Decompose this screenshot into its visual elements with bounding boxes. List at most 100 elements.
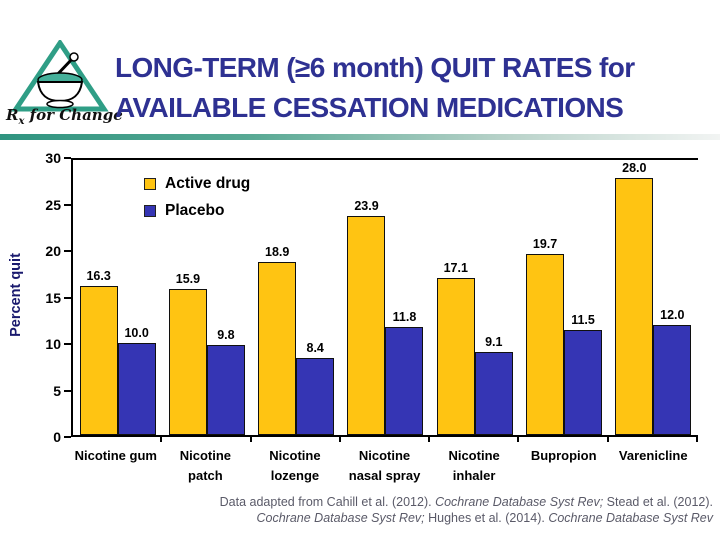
active-drug-bar [347, 215, 386, 435]
citation-segment: Cochrane Database Syst Rev; [435, 495, 604, 509]
bar-value-label: 23.9 [354, 198, 379, 213]
bar-column: 23.9 [347, 160, 386, 435]
placebo-bar [117, 343, 156, 435]
plot-area: 16.3 10.0 15.9 9.8 18.9 8.4 23.9 11.8 17.1 9.1 19.… [71, 158, 698, 442]
y-tick-mark [64, 343, 71, 345]
bar-groups: 16.3 10.0 15.9 9.8 18.9 8.4 23.9 11.8 17.1 9.1 19.… [73, 160, 698, 435]
y-tick-label: 0 [53, 429, 61, 445]
legend-item: Placebo [144, 202, 250, 220]
bar-value-label: 18.9 [265, 244, 290, 259]
bar-column: 9.1 [474, 160, 513, 435]
bar-column: 11.5 [564, 160, 603, 435]
citation-segment: Cochrane Database Syst Rev [548, 511, 713, 526]
active-drug-bar [436, 278, 475, 435]
bar-value-label: 10.0 [124, 326, 149, 341]
y-tick-label: 30 [45, 150, 61, 166]
bar-column: 12.0 [653, 160, 692, 435]
bar-group: 15.9 9.8 [162, 160, 251, 435]
bar-column: 15.9 [168, 160, 207, 435]
header-divider [0, 134, 720, 140]
source-citation: Data adapted from Cahill et al. (2012). … [100, 494, 713, 527]
x-axis-labels: Nicotine gum Nicotine patch Nicotine lozenge… [71, 446, 698, 485]
y-tick-mark [64, 389, 71, 392]
bar-value-label: 8.4 [306, 341, 324, 355]
bar-value-label: 11.5 [571, 312, 595, 327]
x-tick-mark [249, 436, 252, 442]
bar-column: 8.4 [296, 160, 335, 435]
bar-group: 17.1 9.1 [430, 160, 519, 435]
y-tick-label: 10 [45, 336, 61, 352]
bar-column: 18.9 [258, 160, 297, 435]
citation-line: Data adapted from Cahill et al. (2012). … [100, 494, 713, 510]
bar-column: 16.3 [79, 160, 118, 435]
y-tick-mark [64, 203, 71, 206]
active-drug-bar [79, 285, 118, 435]
placebo-bar [385, 326, 424, 435]
active-drug-bar [168, 289, 207, 435]
y-tick-label: 20 [45, 243, 61, 259]
y-tick-label: 5 [53, 382, 61, 399]
category-label: Varenicline [618, 448, 688, 463]
y-tick-label: 15 [45, 289, 61, 306]
placebo-bar [206, 345, 245, 435]
y-axis-title: Percent quit [8, 253, 24, 337]
rx-for-change-logo-icon [11, 40, 109, 112]
category-label: Bupropion [530, 448, 597, 463]
citation-segment: Data adapted from Cahill et al. (2012). [219, 495, 436, 509]
x-tick-mark [606, 436, 609, 442]
x-tick-mark [428, 436, 431, 442]
bar-group: 18.9 8.4 [252, 160, 341, 435]
bar-column: 10.0 [117, 160, 156, 435]
mortar-and-pestle-icon [36, 52, 84, 109]
y-tick-label: 25 [45, 196, 61, 213]
x-tick-mark [338, 436, 341, 442]
y-axis: 0 5 10 15 20 25 30 [28, 151, 71, 444]
bar-value-label: 17.1 [443, 261, 468, 276]
legend-label: Active drug [165, 175, 251, 192]
bar-value-label: 28.0 [622, 161, 647, 176]
placebo-bar [296, 358, 335, 435]
category-label: Nicotine lozenge [269, 448, 321, 483]
bar-value-label: 11.8 [392, 309, 417, 324]
chart-legend: Active drug Placebo [144, 175, 250, 229]
slide-title-line2: AVAILABLE CESSATION MEDICATIONS [115, 91, 624, 123]
bar-value-label: 12.0 [660, 308, 685, 322]
category-label: Nicotine inhaler [448, 448, 500, 483]
bar-column: 19.7 [526, 160, 565, 435]
x-tick-mark [160, 436, 163, 442]
logo-wordmark: Rx for Change [6, 106, 123, 127]
legend-swatch-active-drug [144, 178, 156, 190]
bar-value-label: 9.1 [485, 334, 503, 349]
slide-title-line1: LONG-TERM (≥6 month) QUIT RATES for [115, 52, 635, 83]
citation-line: Cochrane Database Syst Rev; Hughes et al… [100, 510, 714, 526]
citation-segment: Cochrane Database Syst Rev; [256, 511, 425, 526]
x-tick-mark [696, 436, 698, 442]
bar-column: 28.0 [615, 160, 654, 435]
bar-group: 28.0 12.0 [609, 160, 698, 435]
bar-column: 17.1 [436, 160, 475, 435]
category-label: Nicotine patch [179, 448, 232, 483]
slide-title: LONG-TERM (≥6 month) QUIT RATES for AVAI… [115, 48, 715, 128]
placebo-bar [564, 329, 603, 435]
y-tick-mark [64, 157, 71, 159]
citation-segment: Stead et al. (2012). [603, 495, 713, 509]
category-label: Nicotine gum [74, 448, 157, 463]
category-label: Nicotine nasal spray [348, 448, 421, 483]
bar-value-label: 9.8 [217, 328, 235, 343]
active-drug-bar [258, 261, 297, 435]
active-drug-bar [615, 178, 654, 435]
bar-column: 11.8 [385, 160, 424, 435]
citation-segment: Hughes et al. (2014). [424, 511, 549, 526]
placebo-bar [653, 325, 692, 435]
y-tick-mark [64, 296, 71, 299]
legend-item: Active drug [144, 175, 250, 193]
y-tick-mark [64, 436, 71, 438]
placebo-bar [474, 351, 513, 435]
bar-group: 16.3 10.0 [73, 160, 162, 435]
bar-column: 9.8 [206, 160, 245, 435]
y-tick-mark [64, 250, 71, 252]
bar-value-label: 19.7 [532, 237, 558, 252]
bar-value-label: 16.3 [86, 268, 111, 283]
legend-label: Placebo [165, 202, 225, 219]
legend-swatch-placebo [144, 205, 156, 217]
